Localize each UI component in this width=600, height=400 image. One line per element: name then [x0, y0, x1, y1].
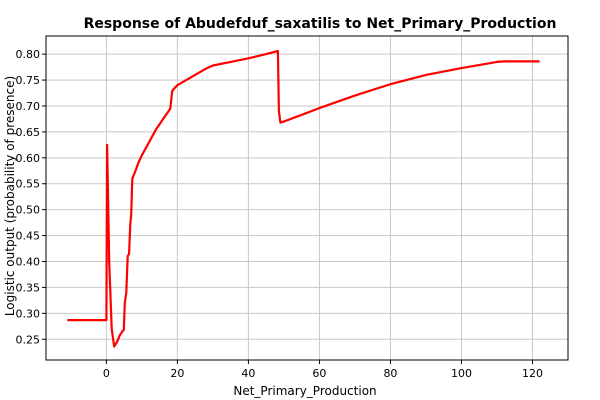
y-tick-label: 0.50 — [16, 204, 41, 217]
response-curve-line — [67, 49, 540, 348]
x-tick-label: 100 — [451, 367, 472, 380]
y-tick-label: 0.55 — [16, 178, 41, 191]
y-tick-label: 0.45 — [16, 230, 41, 243]
x-axis-label: Net_Primary_Production — [233, 384, 376, 398]
y-tick-label: 0.35 — [16, 281, 41, 294]
x-tick-label: 20 — [170, 367, 184, 380]
series-layer — [67, 49, 540, 348]
y-tick-label: 0.40 — [16, 256, 41, 269]
y-tick-label: 0.75 — [16, 74, 41, 87]
y-tick-label: 0.80 — [16, 48, 41, 61]
plot-area — [45, 35, 569, 361]
x-tick-label: 80 — [383, 367, 397, 380]
x-tick-label: 0 — [103, 367, 110, 380]
y-tick-label: 0.25 — [16, 333, 41, 346]
y-tick-label: 0.30 — [16, 307, 41, 320]
chart-title: Response of Abudefduf_saxatilis to Net_P… — [84, 16, 557, 32]
axes: 0 20 40 60 80 100 120 0.25 0.30 0.35 0.40 0.45 0.50 0… — [16, 35, 569, 380]
y-axis-label: Logistic output (probability of presence… — [3, 76, 17, 316]
grid-lines — [46, 36, 568, 360]
x-tick-label: 60 — [312, 367, 326, 380]
y-tick-label: 0.70 — [16, 100, 41, 113]
y-tick-label: 0.60 — [16, 152, 41, 165]
y-tick-label: 0.65 — [16, 126, 41, 139]
x-tick-label: 120 — [522, 367, 543, 380]
plot-border — [45, 35, 569, 361]
x-tick-label: 40 — [241, 367, 255, 380]
